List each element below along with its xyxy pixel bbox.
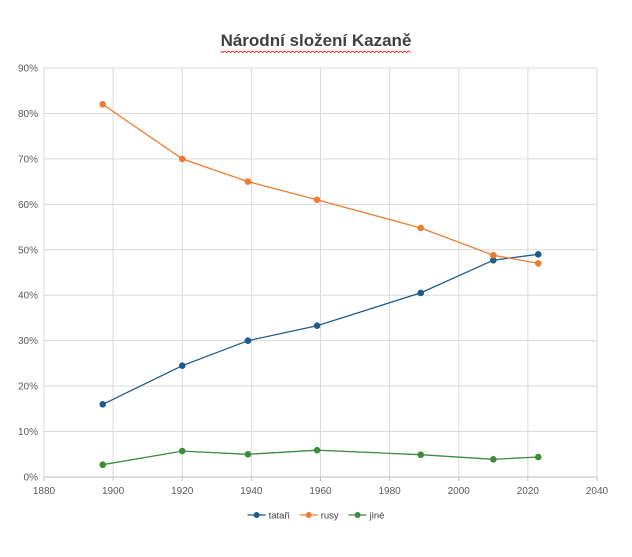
data-point [313, 322, 321, 329]
x-tick-label: 1940 [240, 486, 263, 497]
y-tick-label: 50% [18, 245, 38, 256]
x-tick-label: 2000 [448, 486, 471, 497]
legend-swatch-marker [305, 512, 312, 518]
data-point [313, 446, 321, 454]
series-layer [99, 101, 542, 469]
data-point [417, 224, 425, 232]
y-tick-label: 70% [18, 154, 38, 165]
x-tick-label: 1980 [379, 486, 402, 497]
x-tick-label: 2020 [517, 486, 540, 497]
data-point [417, 289, 425, 297]
gridlines [43, 67, 598, 477]
data-point [178, 447, 186, 455]
chart-title: Národní složení Kazaně [221, 31, 412, 50]
data-point [313, 196, 321, 204]
y-tick-label: 80% [18, 109, 38, 120]
legend-label: tataři [269, 511, 290, 522]
y-tick-label: 0% [24, 473, 39, 484]
y-tick-label: 90% [18, 64, 38, 75]
legend-label: rusy [321, 511, 339, 522]
legend: tataři rusy jiné [247, 511, 385, 522]
legend-item: tataři [247, 511, 290, 522]
data-point [99, 461, 107, 469]
data-point [244, 178, 252, 185]
data-point [244, 337, 252, 344]
series-0 [99, 251, 542, 408]
x-tick-label: 1880 [33, 486, 56, 497]
legend-label: jiné [369, 511, 385, 522]
data-point [534, 453, 542, 461]
legend-swatch-marker [354, 512, 361, 518]
y-tick-label: 60% [18, 200, 38, 211]
data-point [534, 260, 542, 267]
data-point [417, 451, 425, 459]
data-point [99, 101, 107, 108]
data-point [534, 251, 542, 258]
legend-item: jiné [348, 511, 385, 522]
axes: 0% 10% 20% 30% 40% 50% 60% 70% 80% 90% 1880 1900 192… [18, 64, 609, 498]
y-tick-label: 40% [18, 291, 38, 302]
series-2 [99, 446, 542, 469]
x-tick-label: 1900 [102, 486, 125, 497]
data-point [178, 155, 186, 163]
x-tick-label: 1960 [309, 486, 332, 497]
data-point [490, 251, 497, 259]
data-point [99, 400, 107, 408]
x-tick-label: 1920 [171, 486, 194, 497]
series-1 [99, 101, 542, 267]
legend-swatch-marker [253, 512, 260, 518]
data-point [490, 455, 497, 463]
y-tick-label: 10% [18, 427, 38, 438]
data-point [178, 362, 186, 369]
data-point [244, 450, 252, 458]
legend-item: rusy [299, 511, 339, 522]
spellcheck-underline [220, 50, 411, 54]
x-tick-label: 2040 [586, 486, 609, 497]
data-point [490, 256, 497, 264]
y-tick-label: 30% [18, 336, 38, 347]
y-tick-label: 20% [18, 382, 38, 393]
